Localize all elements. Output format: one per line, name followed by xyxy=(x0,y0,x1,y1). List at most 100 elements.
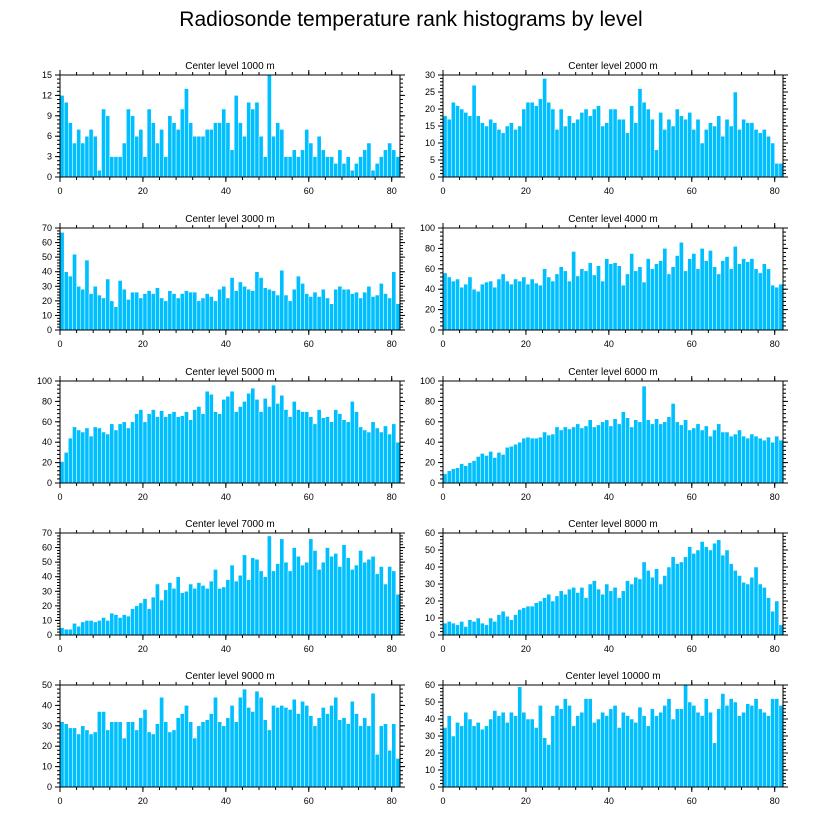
histogram-bar xyxy=(492,621,498,636)
histogram-bar xyxy=(699,541,705,636)
histogram-bar xyxy=(475,115,481,178)
histogram-bar xyxy=(645,258,651,331)
histogram-bar xyxy=(113,614,119,636)
histogram-bar xyxy=(296,713,301,788)
histogram-bar xyxy=(753,435,759,484)
histogram-bar xyxy=(287,416,293,484)
histogram-bar xyxy=(200,585,206,636)
histogram-bar xyxy=(633,270,639,331)
histogram-bar xyxy=(488,118,494,178)
histogram-bar xyxy=(300,149,305,178)
histogram-bar xyxy=(304,411,310,484)
histogram-bar xyxy=(138,717,144,788)
x-tick-label: 40 xyxy=(604,492,614,502)
histogram-bar xyxy=(80,725,86,788)
histogram-bar xyxy=(362,429,368,484)
histogram-bar xyxy=(225,579,231,636)
histogram-bar xyxy=(778,163,784,178)
y-tick-label: 15 xyxy=(42,70,52,80)
panel-title: Center level 6000 m xyxy=(568,367,658,378)
histogram-bar xyxy=(68,628,73,636)
histogram-bar xyxy=(204,293,210,331)
histogram-bar xyxy=(500,711,506,788)
y-tick-label: 0 xyxy=(47,172,52,182)
histogram-bar xyxy=(480,728,485,788)
histogram-bar xyxy=(387,566,392,636)
panel-frame xyxy=(59,74,401,178)
histogram-bar xyxy=(333,288,339,331)
histogram-bar xyxy=(703,425,709,484)
histogram-bar xyxy=(387,297,392,331)
histogram-bar xyxy=(242,286,247,331)
histogram-bar xyxy=(80,431,86,484)
histogram-bar xyxy=(300,411,305,484)
panel-title: Center level 1000 m xyxy=(185,61,275,72)
histogram-bar xyxy=(538,600,543,636)
histogram-bar xyxy=(625,273,630,331)
histogram-bar xyxy=(213,300,218,331)
histogram-bar xyxy=(562,593,568,636)
histogram-bar xyxy=(703,698,709,788)
histogram-bar xyxy=(92,286,98,331)
histogram-bar xyxy=(509,711,514,788)
x-tick-label: 20 xyxy=(138,796,148,806)
histogram-bar xyxy=(629,426,634,484)
histogram-bar xyxy=(691,553,697,636)
y-tick-label: 50 xyxy=(42,557,52,567)
histogram-bar xyxy=(670,125,676,178)
histogram-bar xyxy=(600,421,605,484)
histogram-bar xyxy=(163,416,169,484)
histogram-bar xyxy=(517,280,523,331)
histogram-bar xyxy=(728,268,734,331)
histogram-bar xyxy=(500,132,506,178)
panel-title: Center level 5000 m xyxy=(185,367,275,378)
histogram-bar xyxy=(778,283,784,331)
histogram-bar xyxy=(279,395,285,484)
x-tick-label: 60 xyxy=(304,492,314,502)
histogram-bar xyxy=(670,718,676,788)
histogram-bar xyxy=(105,115,111,178)
histogram-bar xyxy=(179,713,185,788)
histogram-bar xyxy=(716,423,722,484)
histogram-bar xyxy=(637,421,643,484)
histogram-bar xyxy=(629,105,634,178)
x-tick-label: 0 xyxy=(440,186,445,196)
histogram-bar xyxy=(320,288,326,331)
histogram-bar xyxy=(583,597,589,636)
y-tick-label: 0 xyxy=(47,478,52,488)
histogram-bar xyxy=(741,435,746,484)
histogram-bar xyxy=(184,591,189,636)
histogram-bar xyxy=(683,118,688,178)
histogram-bar xyxy=(167,290,173,331)
x-tick-label: 0 xyxy=(57,186,62,196)
histogram-bar xyxy=(442,115,448,178)
histogram-bar xyxy=(720,260,726,331)
histogram-bar xyxy=(192,409,198,484)
histogram-bar xyxy=(641,385,647,484)
histogram-bar xyxy=(275,563,281,636)
histogram-bar xyxy=(475,617,481,636)
histogram-bar xyxy=(101,431,106,484)
histogram-bar xyxy=(155,723,160,788)
histogram-bar xyxy=(126,299,131,331)
x-tick-label: 80 xyxy=(770,186,780,196)
histogram-bar xyxy=(138,409,144,484)
histogram-bar xyxy=(267,288,272,331)
y-tick-label: 70 xyxy=(42,223,52,233)
histogram-bar xyxy=(242,688,247,788)
histogram-bar xyxy=(679,242,684,331)
histogram-bar xyxy=(521,711,527,788)
histogram-bar xyxy=(130,421,135,484)
histogram-bar xyxy=(366,431,372,484)
histogram-bar xyxy=(196,582,202,636)
histogram-bar xyxy=(217,288,222,331)
histogram-bar xyxy=(567,705,572,788)
histogram-bar xyxy=(608,425,614,484)
histogram-bar xyxy=(337,566,343,636)
y-tick-label: 20 xyxy=(42,296,52,306)
histogram-bar xyxy=(550,108,556,178)
histogram-bar xyxy=(204,390,210,484)
histogram-bar xyxy=(687,429,693,484)
y-tick-label: 0 xyxy=(430,630,435,640)
histogram-bar xyxy=(163,589,169,636)
